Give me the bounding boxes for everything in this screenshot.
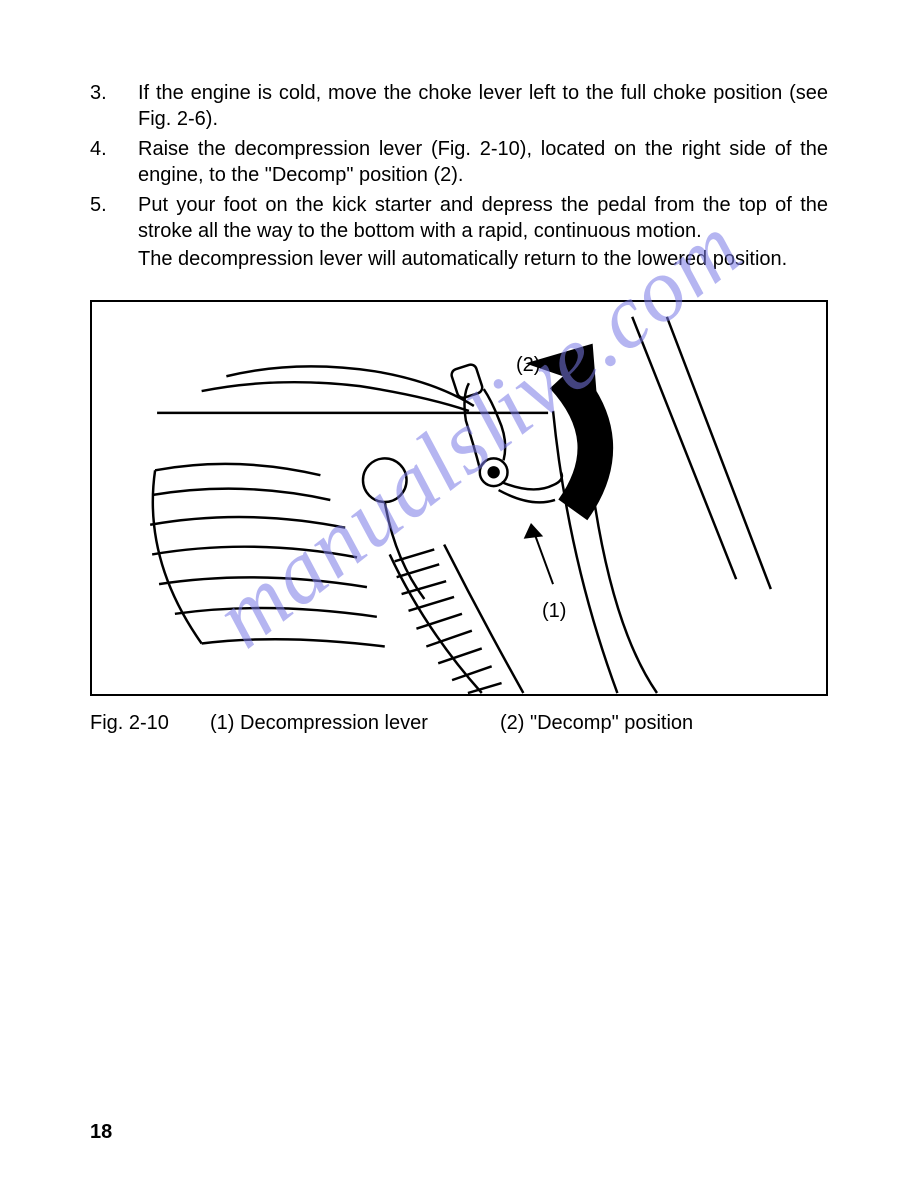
- page-number: 18: [90, 1121, 112, 1144]
- item-text-sub: The decompression lever will automatical…: [138, 246, 828, 272]
- list-item: 5. Put your foot on the kick starter and…: [90, 192, 828, 272]
- item-text-main: Put your foot on the kick starter and de…: [138, 194, 828, 242]
- figure-callout-2: (2): [516, 354, 540, 377]
- item-text: Put your foot on the kick starter and de…: [138, 192, 828, 272]
- item-number: 4.: [90, 136, 138, 188]
- figure-caption-part2: (2) "Decomp" position: [500, 712, 828, 735]
- decompression-lever-diagram: [92, 302, 826, 694]
- item-number: 3.: [90, 80, 138, 132]
- figure-label: Fig. 2-10: [90, 712, 210, 735]
- item-text: Raise the decompression lever (Fig. 2-10…: [138, 136, 828, 188]
- item-text: If the engine is cold, move the choke le…: [138, 80, 828, 132]
- list-item: 3. If the engine is cold, move the choke…: [90, 80, 828, 132]
- figure-box: (2) (1): [90, 300, 828, 696]
- figure-callout-1: (1): [542, 600, 566, 623]
- figure-caption: Fig. 2-10 (1) Decompression lever (2) "D…: [90, 712, 828, 735]
- manual-page: 3. If the engine is cold, move the choke…: [0, 0, 918, 775]
- figure-caption-part1: (1) Decompression lever: [210, 712, 500, 735]
- list-item: 4. Raise the decompression lever (Fig. 2…: [90, 136, 828, 188]
- item-number: 5.: [90, 192, 138, 272]
